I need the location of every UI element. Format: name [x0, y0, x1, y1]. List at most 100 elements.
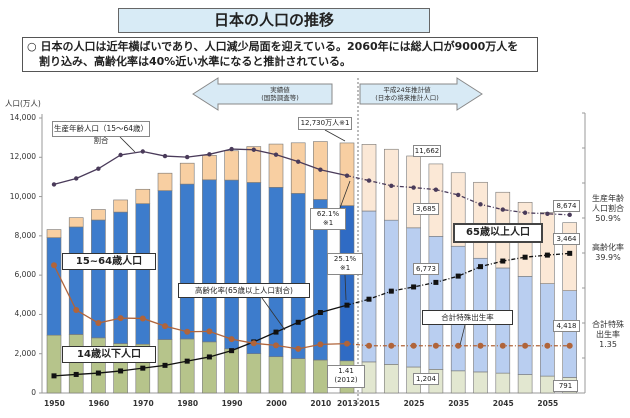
- projection-label-1: 平成24年推計値: [383, 86, 431, 94]
- aging-rate-point: [455, 273, 461, 279]
- page-title: 日本の人口の推移: [118, 8, 430, 33]
- x-tick-label: 1960: [88, 399, 110, 408]
- bar-age65plus: [157, 172, 173, 191]
- working-ratio-point: [567, 212, 572, 218]
- leader-tfr: [459, 324, 466, 346]
- aging-2013-value: 25.1%: [333, 255, 357, 263]
- aging-rate-point: [273, 329, 279, 335]
- right-working-value: 50.9%: [595, 214, 621, 223]
- bar-age15-64: [361, 210, 377, 363]
- bar-age15-64: [290, 193, 306, 359]
- bar-age15-64: [224, 179, 239, 350]
- bar-age15-64: [450, 245, 466, 372]
- y-tick-label: 6,000: [14, 270, 36, 280]
- bars: [46, 141, 578, 394]
- bar-age65plus: [428, 163, 444, 237]
- right-label-working: 生産年齢 人口割合 50.9%: [588, 194, 628, 224]
- age15-64-2060-label: 4,418: [553, 320, 580, 332]
- right-tfr-l1: 合計特殊: [592, 320, 624, 329]
- tfr-2012-value: 1.41: [338, 367, 354, 375]
- tfr-point: [139, 315, 146, 322]
- aging-rate-point: [295, 319, 301, 325]
- aging-rate-point: [317, 310, 323, 315]
- actual-label-2: (国勢調査等): [261, 94, 299, 102]
- tfr-point: [366, 342, 372, 349]
- leader-working-2013: [339, 180, 351, 209]
- bar-under15: [450, 370, 466, 394]
- working-ratio-point: [411, 185, 416, 190]
- x-tick-label: 2015: [359, 399, 380, 408]
- tfr-line-actual: [53, 264, 348, 350]
- right-working-l1: 生産年齢: [592, 194, 624, 203]
- working-ratio-point: [545, 211, 550, 216]
- aging-rate-point: [522, 254, 528, 260]
- age65plus-legend-label: 65歳以上人口: [453, 223, 543, 243]
- bar-age65plus: [68, 217, 84, 228]
- x-tick-label: 2025: [403, 399, 425, 408]
- tfr-point: [566, 342, 573, 349]
- x-tick-label: 2010: [310, 399, 332, 408]
- tfr-point: [410, 342, 417, 349]
- tfr-point: [206, 328, 213, 335]
- right-tfr-l2: 出生率: [596, 330, 620, 339]
- aging-rate-point: [229, 348, 235, 354]
- working-ratio-point: [318, 167, 323, 172]
- bar-age15-64: [517, 276, 533, 375]
- bar-age65plus: [224, 150, 239, 181]
- working-ratio-point: [478, 202, 483, 207]
- tfr-point: [344, 340, 350, 347]
- leader-lines: [119, 129, 466, 346]
- aging-rate-point: [140, 365, 146, 371]
- leader-aging-2013: [344, 274, 347, 301]
- actual-arrow-label: 実績値 (国勢調査等): [240, 86, 320, 102]
- under15-legend-label: 14歳以下人口: [62, 346, 156, 363]
- tfr-point: [388, 342, 395, 349]
- bar-age15-64: [179, 183, 195, 340]
- bar-age15-64: [428, 236, 444, 370]
- bar-age15-64: [202, 179, 217, 343]
- working-ratio-point: [229, 146, 234, 152]
- x-tick-label: 2013: [337, 399, 358, 408]
- aging-rate-point: [184, 358, 190, 364]
- projection-label-2: (日本の将来推計人口): [375, 94, 439, 102]
- aging-rate-line-projection: [346, 252, 570, 306]
- bar-under15: [495, 372, 511, 394]
- working-ratio-point: [74, 176, 79, 181]
- bar-under15: [246, 353, 262, 394]
- bar-age65plus: [473, 181, 488, 259]
- bar-age65plus: [202, 155, 217, 181]
- bar-under15: [473, 371, 488, 394]
- aging-rate-legend-label: 高齢化率(65歳以上人口割合): [178, 283, 310, 298]
- age65-2030-label: 3,685: [413, 203, 439, 215]
- bar-under15: [313, 359, 328, 394]
- right-label-aging: 高齢化率 39.9%: [588, 243, 628, 263]
- right-label-tfr: 合計特殊 出生率 1.35: [588, 320, 628, 350]
- bar-under15: [46, 334, 62, 394]
- bar-age15-64: [246, 182, 262, 354]
- age15-64-legend-label: 15~64歳人口: [62, 253, 156, 270]
- bar-age65plus: [246, 146, 262, 183]
- bar-age15-64: [157, 190, 173, 340]
- bar-age15-64: [135, 203, 151, 345]
- tfr-legend-label: 合計特殊出生率: [422, 310, 513, 325]
- total-2013-callout: 12,730万人※1: [298, 117, 352, 130]
- under15-2060-label: 791: [553, 380, 578, 392]
- working-ratio-point: [185, 154, 190, 160]
- bar-under15: [68, 334, 84, 394]
- y-tick-label: 4,000: [14, 309, 36, 319]
- x-tick-label: 1980: [177, 399, 199, 408]
- tfr-point: [273, 342, 279, 349]
- bar-age65plus: [113, 199, 128, 213]
- bar-age15-64: [68, 226, 84, 335]
- tfr-point: [432, 342, 439, 349]
- bar-age65plus: [179, 162, 195, 185]
- aging-rate-point: [500, 258, 506, 264]
- working-ratio-point: [366, 178, 372, 183]
- actual-label-1: 実績値: [270, 86, 290, 94]
- bar-under15: [290, 358, 306, 394]
- aging-rate-point: [95, 370, 101, 376]
- tfr-point: [117, 315, 124, 322]
- right-working-l2: 人口割合: [592, 204, 624, 213]
- aging-rate-point: [567, 250, 573, 256]
